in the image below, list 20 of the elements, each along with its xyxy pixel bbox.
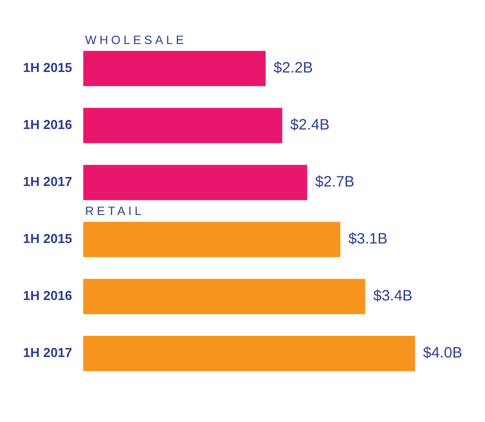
y-tick-label: 1H 2015 [22,231,72,246]
series-label: RETAIL [85,204,144,218]
y-tick-label: 1H 2016 [22,288,72,304]
data-label: $2.4B [290,116,330,134]
data-label: $4.0B [423,344,462,362]
y-tick-label: 1H 2016 [22,117,72,132]
bar [83,108,282,144]
data-label: $3.1B [348,230,388,248]
y-tick-label: 1H 2015 [22,60,72,76]
bar [83,50,266,86]
bar [83,278,366,314]
bar [83,222,340,258]
y-tick-label: 1H 2017 [22,345,72,360]
bar [83,336,415,372]
data-label: $3.4B [373,288,412,305]
data-label: $2.7B [315,174,354,191]
y-tick-label: 1H 2017 [22,174,72,190]
series-label: WHOLESALE [85,33,187,48]
data-label: $2.2B [274,60,313,77]
bar [83,164,308,200]
